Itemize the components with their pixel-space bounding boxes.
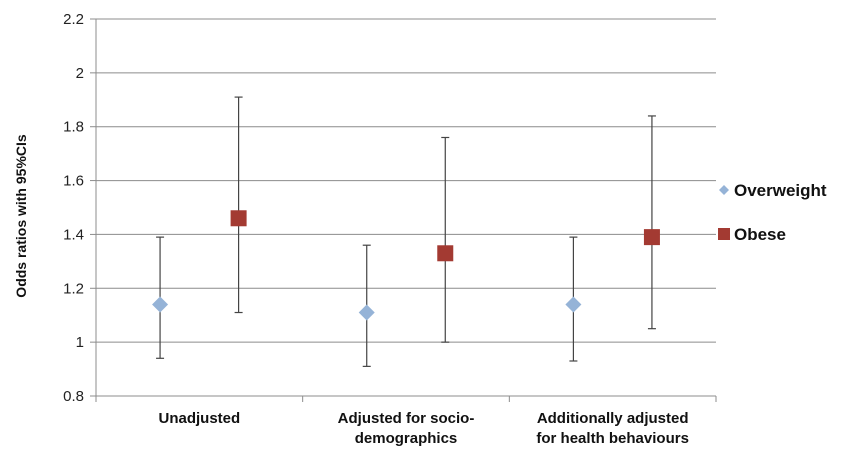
x-category-label-line: for health behaviours	[536, 430, 689, 447]
y-tick-label: 2.2	[63, 11, 84, 28]
y-tick-label: 1.2	[63, 280, 84, 297]
x-category-label: Additionally adjusted for health behaviou…	[536, 410, 689, 447]
y-tick-label: 1.6	[63, 173, 84, 190]
y-tick-label: 1.8	[63, 119, 84, 136]
y-tick-labels: 0.8 1 1.2 1.4 1.6 1.8 2 2.2	[63, 11, 84, 405]
legend: Overweight Obese	[718, 181, 827, 244]
y-tick-label: 2	[76, 65, 84, 82]
overweight-point	[565, 296, 581, 312]
y-tick-label: 1	[76, 334, 84, 351]
legend-overweight-marker	[719, 185, 729, 195]
x-category-label: Unadjusted	[158, 410, 240, 427]
legend-label: Overweight	[734, 181, 827, 200]
overweight-point	[152, 296, 168, 312]
axes	[96, 19, 716, 402]
legend-label: Obese	[734, 225, 786, 244]
x-category-label-line: Additionally adjusted	[537, 410, 689, 427]
x-category-label-line: demographics	[355, 430, 458, 447]
x-category-label-line: Adjusted for socio-	[338, 410, 475, 427]
y-tick-label: 1.4	[63, 226, 84, 243]
legend-obese-marker	[718, 228, 730, 240]
x-category-label-line: Unadjusted	[158, 410, 240, 427]
overweight-point	[359, 305, 375, 321]
x-category-label: Adjusted for socio-demographics	[338, 410, 475, 447]
error-bars	[156, 97, 656, 366]
x-category-labels: Unadjusted Adjusted for socio-demographic…	[158, 410, 688, 447]
y-axis-title: Odds ratios with 95%CIs	[13, 134, 29, 298]
obese-point	[231, 210, 247, 226]
gridlines	[90, 19, 716, 396]
obese-point	[437, 245, 453, 261]
obese-point	[644, 229, 660, 245]
y-tick-label: 0.8	[63, 388, 84, 405]
data-points	[152, 210, 660, 320]
